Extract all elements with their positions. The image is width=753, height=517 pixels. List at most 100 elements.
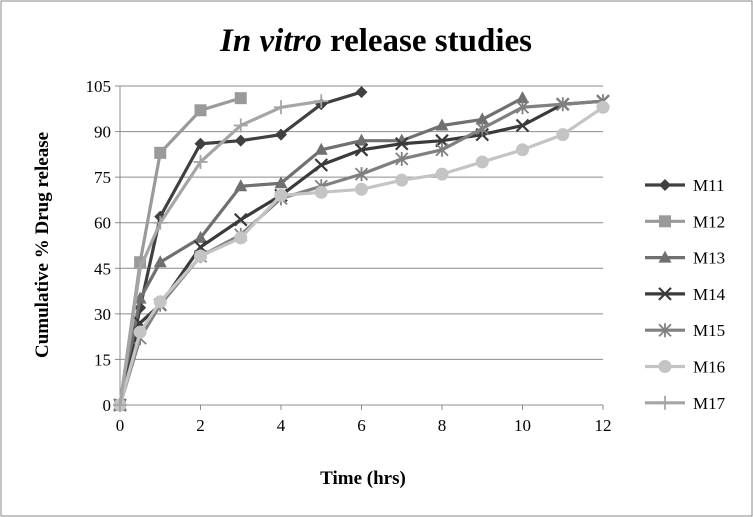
data-point-m16-11 — [516, 143, 529, 157]
y-tick-labels: 0 15 30 45 60 75 90 105 — [86, 77, 112, 415]
data-point-m11-5 — [275, 128, 287, 141]
series-line-m15 — [118, 99, 604, 406]
data-point-m16-12 — [556, 128, 570, 142]
x-tick-label-2: 4 — [277, 416, 286, 435]
data-point-m17-1 — [133, 261, 148, 276]
x-tick-label-3: 6 — [357, 416, 366, 435]
data-point-m16-5 — [274, 188, 288, 202]
data-point-m12-4 — [234, 92, 247, 105]
legend-item-m13: M13 — [645, 249, 725, 268]
data-point-m16-8 — [395, 173, 409, 187]
data-point-m16-2 — [153, 295, 167, 309]
data-point-m15-10 — [475, 121, 489, 136]
series-m17 — [113, 94, 329, 412]
x-tick-label-5: 10 — [514, 416, 531, 435]
data-point-m15-12 — [556, 97, 570, 112]
data-point-m16-10 — [475, 155, 489, 169]
axes — [115, 85, 604, 410]
x-tick-label-4: 8 — [438, 416, 447, 435]
legend-marker-m14 — [658, 287, 672, 301]
data-point-m11-3 — [194, 137, 207, 150]
series-group — [113, 86, 610, 412]
legend-marker-m11 — [659, 179, 671, 191]
data-point-m17-3 — [193, 154, 208, 169]
data-point-m15-7 — [354, 167, 369, 182]
legend-marker-m15 — [658, 323, 672, 338]
data-point-m17-4 — [233, 118, 248, 133]
legend-label-m17: M17 — [693, 394, 726, 413]
legend-item-m15: M15 — [645, 321, 725, 340]
legend-marker-m13 — [658, 250, 672, 263]
chart-title-rest: release studies — [322, 23, 532, 59]
data-point-m11-4 — [234, 134, 247, 147]
legend-label-m14: M14 — [693, 285, 726, 304]
legend-item-m17: M17 — [645, 394, 726, 413]
y-tick-label-2: 30 — [94, 305, 111, 324]
data-point-m14-4 — [233, 212, 248, 227]
data-point-m15-8 — [395, 151, 409, 166]
legend-label-m15: M15 — [693, 321, 725, 340]
y-tick-label-6: 90 — [94, 123, 111, 142]
x-axis-label: Time (hrs) — [320, 468, 406, 489]
y-axis-label: Cumulative % Drug release — [32, 132, 53, 358]
data-point-m16-3 — [194, 249, 207, 263]
data-point-m13-11 — [516, 91, 529, 104]
data-point-m13-9 — [435, 118, 449, 131]
series-line-m13 — [118, 96, 524, 406]
x-tick-label-0: 0 — [116, 416, 125, 435]
data-point-m12-3 — [194, 104, 207, 117]
data-point-m13-2 — [153, 255, 167, 268]
y-tick-label-3: 45 — [94, 259, 111, 278]
series-m16 — [113, 100, 610, 412]
data-point-m13-4 — [234, 179, 248, 192]
y-tick-label-0: 0 — [103, 396, 112, 415]
series-line-m16 — [118, 105, 604, 406]
data-point-m15-11 — [515, 100, 530, 115]
x-tick-label-1: 2 — [196, 416, 205, 435]
legend-marker-m16 — [658, 360, 672, 373]
legend-item-m14: M14 — [645, 285, 726, 304]
data-point-m16-7 — [355, 182, 368, 196]
legend-item-m16: M16 — [645, 358, 725, 377]
data-point-m13-7 — [355, 133, 368, 146]
chart-title-italic: In vitro — [219, 23, 322, 59]
legend-label-m16: M16 — [693, 358, 725, 377]
legend-marker-m12 — [659, 215, 671, 228]
data-point-m13-10 — [475, 112, 489, 125]
x-tick-labels: 0 2 4 6 8 10 12 — [116, 416, 612, 435]
data-point-m17-0 — [113, 398, 127, 412]
legend-marker-m17 — [658, 395, 672, 410]
data-point-m17-5 — [274, 100, 288, 115]
data-point-m14-7 — [354, 143, 369, 157]
data-point-m14-11 — [515, 118, 530, 133]
data-point-m17-2 — [153, 215, 168, 230]
legend-item-m12: M12 — [645, 212, 725, 231]
legend: M11 M12 M13 M14 M15 M16 M17 — [645, 176, 726, 413]
data-point-m12-2 — [154, 146, 167, 159]
y-tick-label-7: 105 — [86, 77, 112, 96]
chart-title: In vitro release studies — [219, 23, 532, 59]
legend-item-m11: M11 — [645, 176, 725, 195]
x-tick-label-6: 12 — [595, 416, 612, 435]
y-tick-label-1: 15 — [94, 350, 111, 369]
data-point-m13-6 — [314, 142, 328, 155]
data-point-m15-9 — [435, 142, 449, 157]
data-point-m13-3 — [194, 230, 207, 243]
data-point-m16-6 — [314, 185, 328, 199]
legend-label-m11: M11 — [693, 176, 725, 195]
data-point-m11-7 — [355, 86, 368, 99]
data-point-m16-1 — [133, 325, 147, 339]
data-point-m16-9 — [435, 167, 449, 181]
data-point-m16-4 — [234, 231, 248, 245]
legend-label-m12: M12 — [693, 212, 725, 231]
data-point-m16-13 — [596, 100, 610, 114]
data-point-m14-6 — [314, 158, 329, 172]
y-tick-label-4: 60 — [94, 214, 111, 233]
y-tick-label-5: 75 — [94, 168, 111, 187]
data-point-m13-5 — [274, 176, 288, 189]
legend-label-m13: M13 — [693, 249, 725, 268]
data-point-m17-6 — [314, 94, 329, 109]
data-point-m14-8 — [394, 136, 409, 151]
